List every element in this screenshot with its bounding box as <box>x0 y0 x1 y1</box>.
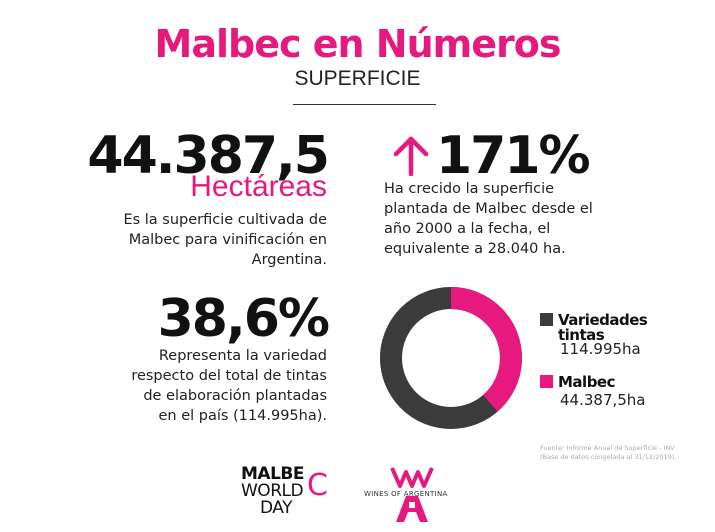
area-value: 44.387,5 <box>87 126 330 186</box>
legend-label-variedades: Variedades tintas <box>558 311 648 344</box>
wines-of-argentina-logo-icon <box>390 467 434 522</box>
legend-swatch-variedades <box>540 313 553 326</box>
malbec-world-day-logo: MALBE C WORLD DAY <box>241 464 328 518</box>
legend-label-malbec: Malbec <box>558 373 616 391</box>
legend-value-malbec: 44.387,5ha <box>560 391 646 409</box>
title-divider <box>293 104 436 105</box>
legend-swatch-malbec <box>540 375 553 388</box>
source-note: Fuente: Informe Anual de Superficie - IN… <box>540 444 677 461</box>
area-description: Es la superficie cultivada de Malbec par… <box>123 212 327 268</box>
donut-chart <box>380 287 522 429</box>
growth-description: Ha crecido la superficie plantada de Mal… <box>384 181 593 257</box>
page-title: Malbec en Números <box>154 22 562 66</box>
arrow-up-icon <box>393 136 429 176</box>
page-subtitle: SUPERFICIE <box>294 67 421 90</box>
wines-of-argentina-text: WINES OF ARGENTINA <box>364 490 448 498</box>
share-description: Representa la variedad respecto del tota… <box>131 348 327 424</box>
legend-value-variedades: 114.995ha <box>560 340 641 358</box>
growth-value: 171% <box>436 126 591 186</box>
share-value: 38,6% <box>157 289 330 349</box>
donut-segment-malbec <box>380 287 522 429</box>
area-unit: Hectáreas <box>190 170 327 203</box>
